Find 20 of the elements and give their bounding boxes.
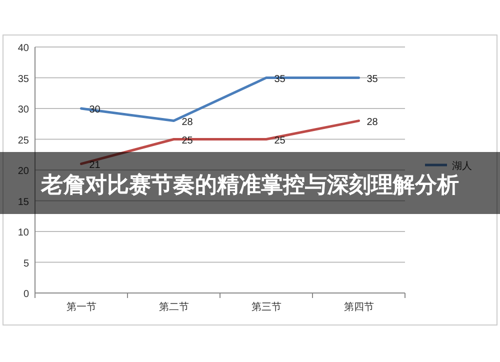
data-label: 28 <box>182 116 194 128</box>
x-tick-label: 第三节 <box>251 301 282 313</box>
data-label: 25 <box>274 135 286 146</box>
y-tick-label: 25 <box>18 135 30 146</box>
data-label: 35 <box>366 74 378 85</box>
y-tick-label: 20 <box>18 166 30 177</box>
x-tick-label: 第一节 <box>66 301 96 313</box>
text: 老詹对比赛节奏的精准掌控与深刻理解分析 <box>40 172 459 197</box>
legend-label: 湖人 <box>452 160 472 172</box>
y-tick-label: 40 <box>18 43 30 54</box>
x-tick-label: 第四节 <box>344 301 374 313</box>
y-tick-label: 10 <box>18 228 30 238</box>
y-tick-label: 5 <box>23 258 30 270</box>
y-tick-label: 15 <box>18 196 30 208</box>
data-label: 21 <box>89 160 101 171</box>
y-tick-label: 30 <box>18 104 30 116</box>
y-tick-label: 35 <box>18 74 30 85</box>
y-tick-label: 0 <box>23 289 30 300</box>
x-tick-label: 第二节 <box>158 301 189 313</box>
data-label: 28 <box>366 116 378 128</box>
